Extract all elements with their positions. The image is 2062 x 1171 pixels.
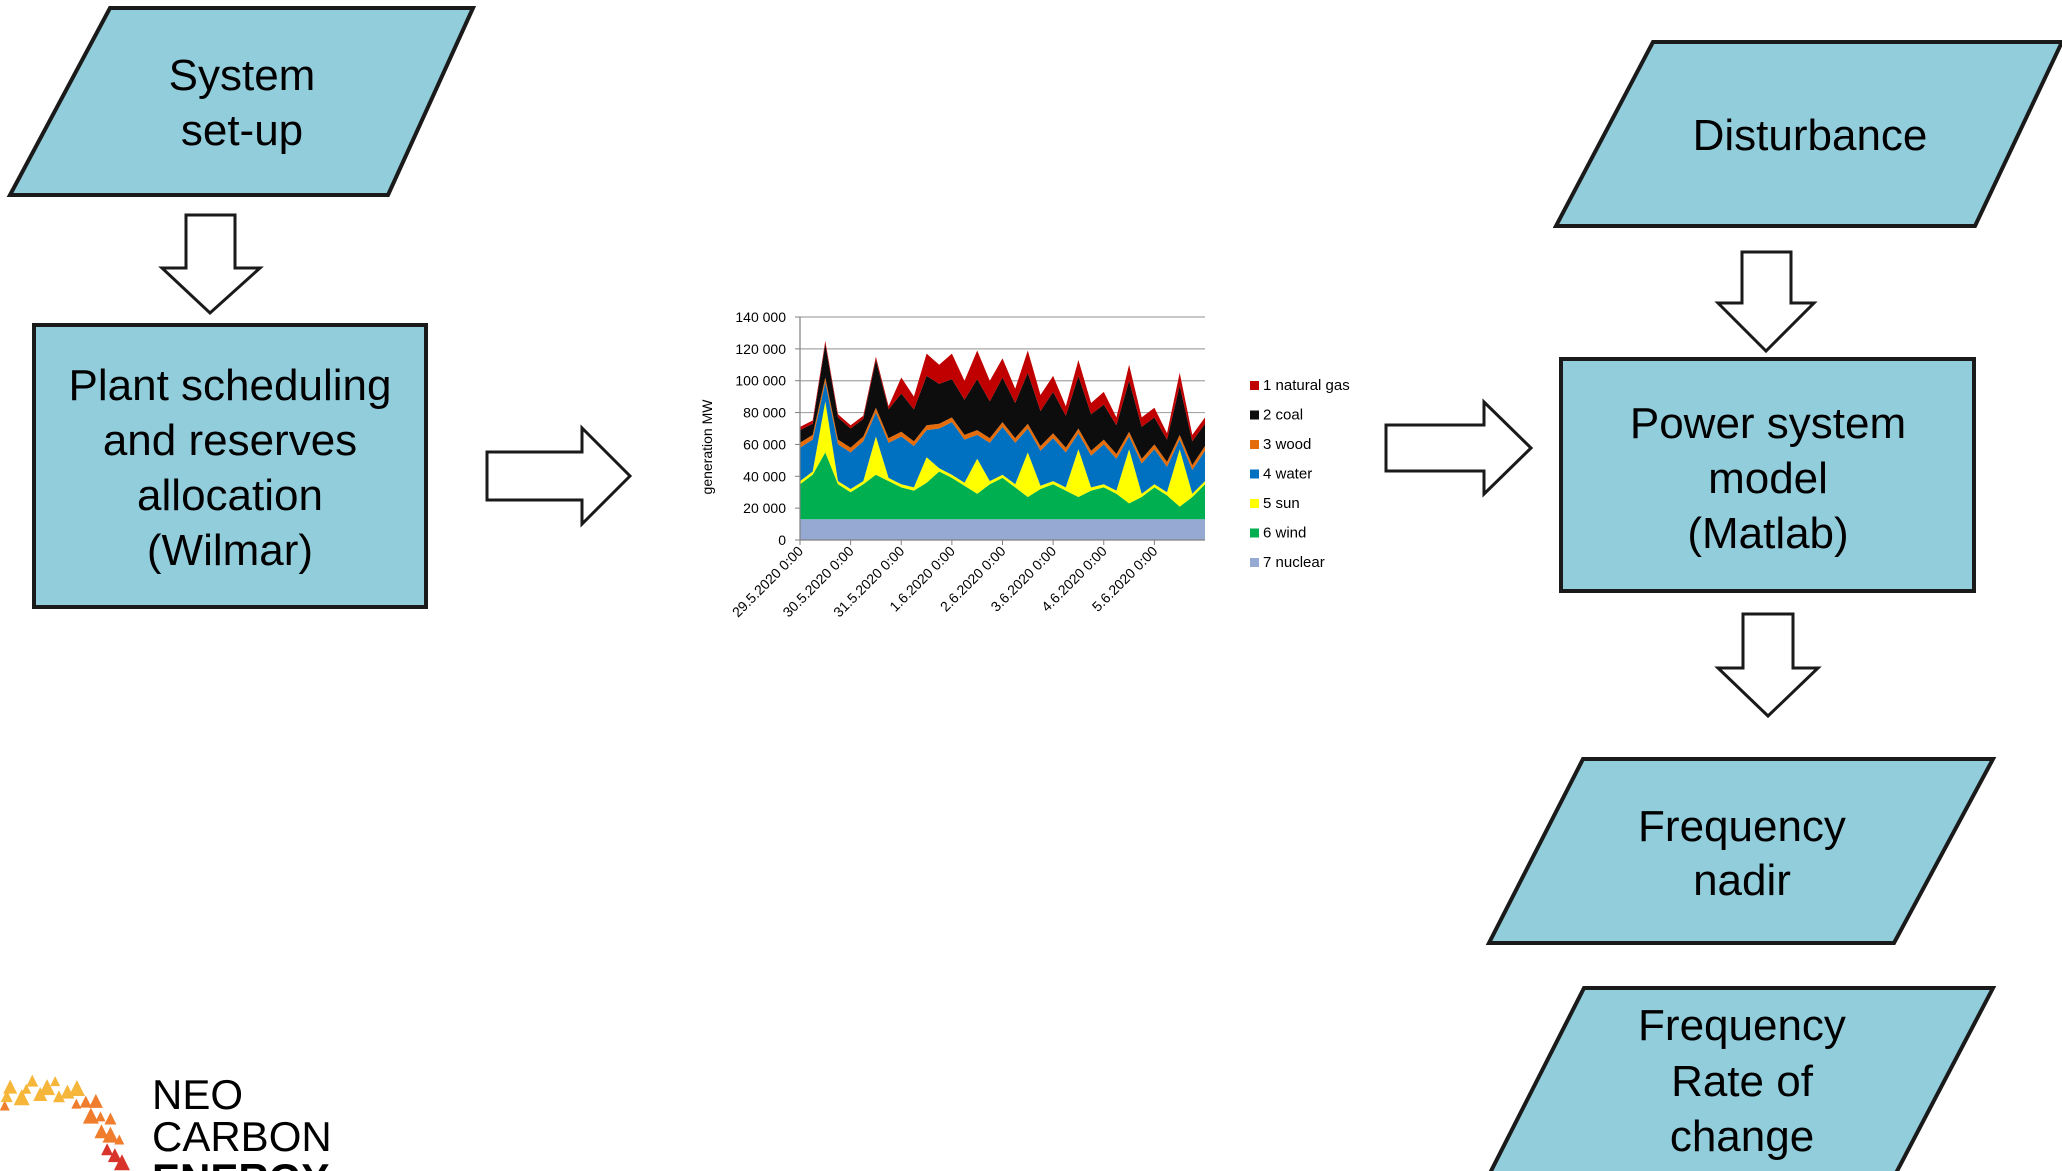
logo-triangle — [0, 1090, 13, 1103]
legend-entry-label: 1 natural gas — [1263, 377, 1350, 394]
chart-y-axis-label: generation MW — [699, 399, 715, 495]
plant-scheduling-label-line-1: Plant scheduling — [69, 361, 392, 410]
logo-triangle — [26, 1074, 39, 1087]
logo-text-line-1: NEO — [152, 1071, 243, 1118]
chart-y-tick-label: 100 000 — [735, 373, 786, 389]
power-system-model-node: Power system model (Matlab) — [1559, 357, 1976, 593]
legend-entry-label: 5 sun — [1263, 495, 1300, 512]
logo-triangle — [50, 1076, 61, 1087]
logo-triangle — [82, 1107, 99, 1124]
chart-y-tick-label: 0 — [778, 532, 786, 548]
power-system-model-shape — [1559, 357, 1976, 593]
chart-area-natural-gas — [800, 340, 1205, 442]
neo-carbon-energy-logo: NEO CARBON ENERGY — [0, 1071, 332, 1171]
legend-swatch — [1250, 499, 1259, 508]
logo-triangle — [94, 1124, 109, 1139]
legend-swatch — [1250, 469, 1259, 479]
frequency-nadir-node: Frequency nadir — [1485, 757, 1997, 945]
logo-triangle — [13, 1089, 30, 1106]
chart-y-tick-label: 60 000 — [743, 436, 786, 452]
logo-triangle — [21, 1083, 32, 1094]
logo-triangle — [113, 1154, 130, 1171]
logo-triangle — [79, 1095, 92, 1108]
system-setup-label-line-2: set-up — [181, 106, 303, 155]
logo-triangle — [107, 1148, 122, 1163]
system-setup-shape — [6, 6, 477, 197]
logo-text-line-2: CARBON — [152, 1113, 332, 1160]
logo-triangle — [39, 1079, 56, 1096]
chart-area-sun — [800, 401, 1205, 507]
down-arrow-icon — [1714, 250, 1818, 354]
legend-swatch — [1250, 528, 1259, 538]
plant-scheduling-label-line-3: allocation — [137, 471, 323, 520]
logo-triangle — [88, 1093, 103, 1108]
legend-entry-label: 7 nuclear — [1263, 554, 1325, 571]
plant-scheduling-label-line-2: and reserves — [103, 416, 357, 465]
right-arrow-icon — [1384, 398, 1534, 498]
chart-y-tick-label: 20 000 — [743, 500, 786, 516]
system-setup-label-line-1: System — [169, 51, 316, 100]
frequency-rate-label-line-1: Frequency — [1638, 1001, 1846, 1050]
system-setup-node: System set-up — [6, 6, 477, 197]
frequency-nadir-label-line-2: nadir — [1693, 856, 1791, 905]
chart-y-tick-label: 40 000 — [743, 468, 786, 484]
logo-triangle — [53, 1090, 66, 1103]
down-arrow-icon — [1714, 612, 1822, 719]
frequency-rate-node: Frequency Rate of change — [1488, 986, 1997, 1171]
legend-swatch — [1250, 440, 1259, 449]
plant-scheduling-label-line-4: (Wilmar) — [147, 526, 313, 575]
logo-triangle — [95, 1111, 106, 1122]
frequency-rate-label-line-2: Rate of — [1671, 1057, 1814, 1106]
logo-triangle — [101, 1143, 114, 1156]
legend-swatch — [1250, 381, 1259, 390]
legend-swatch — [1250, 558, 1259, 567]
chart-y-tick-label: 120 000 — [735, 341, 786, 357]
logo-triangle — [114, 1134, 125, 1145]
logo-triangle — [102, 1126, 119, 1143]
plant-scheduling-node: Plant scheduling and reserves allocation… — [32, 323, 428, 609]
chart-area-wind — [800, 452, 1205, 520]
chart-area-series — [800, 340, 1205, 540]
chart-area-water — [800, 382, 1205, 494]
disturbance-node: Disturbance — [1552, 40, 2062, 228]
chart-area-nuclear — [800, 519, 1205, 540]
frequency-nadir-label-line-1: Frequency — [1638, 802, 1846, 851]
disturbance-label: Disturbance — [1693, 111, 1928, 160]
power-system-model-label-line-1: Power system — [1630, 399, 1906, 448]
logo-triangle — [68, 1080, 85, 1097]
logo-triangle — [104, 1112, 117, 1125]
logo-triangle — [71, 1098, 82, 1109]
frequency-nadir-shape — [1485, 757, 1997, 945]
frequency-rate-shape — [1488, 986, 1997, 1171]
chart-y-tick-label: 140 000 — [735, 309, 786, 325]
chart-area-wood — [800, 377, 1205, 470]
logo-text-line-3: ENERGY — [152, 1155, 329, 1171]
legend-entry-label: 3 wood — [1263, 436, 1311, 453]
legend-entry-label: 2 coal — [1263, 407, 1303, 424]
frequency-rate-label-line-3: change — [1670, 1112, 1814, 1161]
chart-area-coal — [800, 344, 1205, 466]
chart-y-tick-label: 80 000 — [743, 405, 786, 421]
logo-triangle — [3, 1079, 18, 1094]
logo-mark-icon — [0, 1074, 130, 1171]
chart-legend: 1 natural gas 2 coal 3 wood 4 water 5 sun 6 w… — [1250, 377, 1350, 571]
generation-chart: 0 20 000 40 000 60 000 80 000 100 000 120 000 1… — [699, 309, 1350, 620]
legend-entry-label: 4 water — [1263, 466, 1312, 483]
disturbance-shape — [1552, 40, 2062, 228]
chart-y-tick-labels: 0 20 000 40 000 60 000 80 000 100 000 120 000 1… — [735, 309, 800, 548]
logo-triangle — [0, 1100, 10, 1111]
power-system-model-label-line-3: (Matlab) — [1687, 509, 1848, 558]
legend-entry-label: 6 wind — [1263, 525, 1306, 542]
power-system-model-label-line-2: model — [1708, 454, 1828, 503]
down-arrow-icon — [158, 213, 264, 316]
right-arrow-icon — [485, 424, 633, 528]
plant-scheduling-shape — [32, 323, 428, 609]
legend-swatch — [1250, 410, 1259, 420]
